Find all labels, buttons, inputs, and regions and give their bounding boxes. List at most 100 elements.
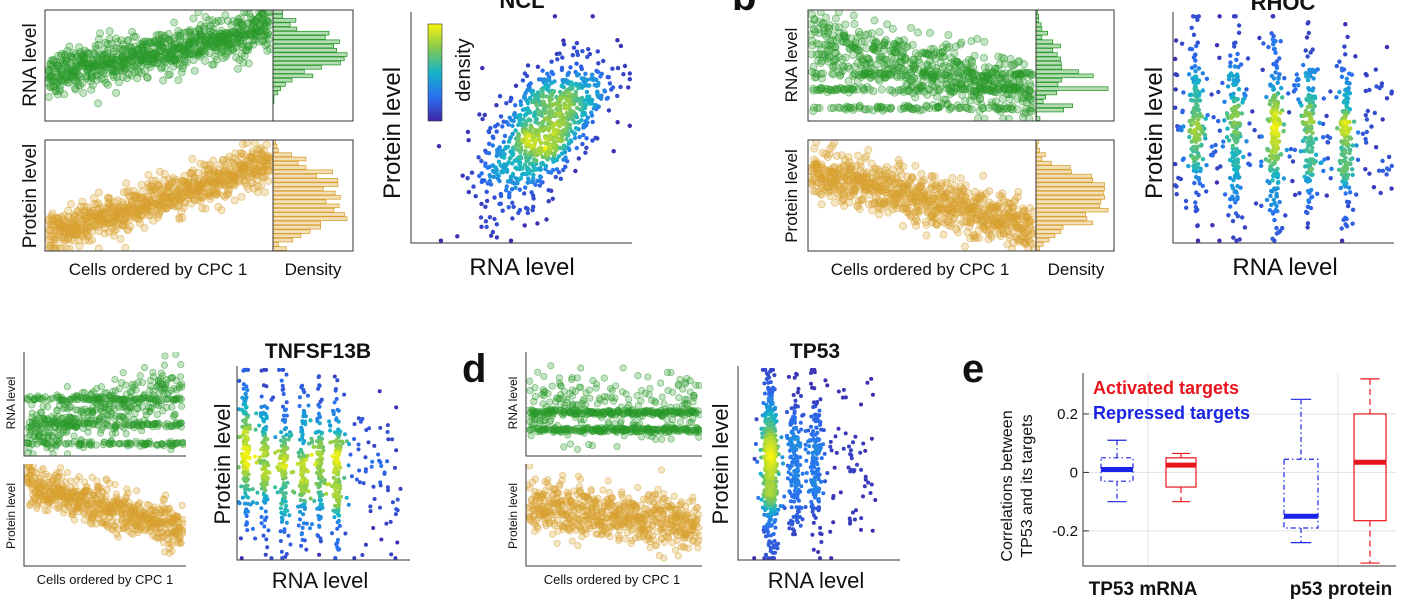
density-point (529, 125, 535, 130)
density-point (1292, 83, 1297, 88)
cell-point (855, 205, 864, 214)
density-point (1191, 107, 1197, 112)
density-point (1231, 136, 1237, 141)
density-point (584, 89, 590, 95)
density-point (525, 101, 531, 106)
cell-point (1000, 60, 1009, 69)
density-point (523, 122, 529, 128)
cell-point (183, 58, 191, 67)
cell-point (67, 199, 75, 208)
cell-point (111, 221, 120, 230)
cell-point (242, 140, 251, 148)
density-point (561, 42, 567, 47)
density-point (574, 40, 580, 46)
histogram-bar (1035, 233, 1056, 238)
cell-point (939, 230, 948, 239)
density-point (1278, 39, 1283, 44)
density-point (1204, 189, 1209, 194)
density-point (1307, 161, 1312, 166)
density-point (1355, 130, 1361, 135)
density-point (1230, 218, 1236, 224)
cell-point (862, 44, 871, 53)
density-point (1193, 89, 1198, 94)
density-point (1343, 22, 1348, 27)
density-point (1271, 46, 1277, 52)
density-point (490, 229, 496, 235)
density-point (1344, 166, 1350, 171)
cell-point (160, 63, 169, 72)
density-point (1343, 191, 1348, 196)
density-point (598, 74, 603, 79)
density-point (1173, 105, 1178, 110)
density-point (1348, 190, 1353, 195)
density-point (1307, 87, 1312, 92)
density-point (553, 174, 558, 180)
cell-point (230, 196, 239, 205)
panel-letter-b: b (732, 0, 756, 19)
cell-point (822, 13, 831, 22)
cell-point (164, 70, 173, 79)
histogram-bar (1035, 95, 1047, 100)
density-point (554, 167, 560, 172)
density-point (1288, 146, 1294, 152)
histogram-bar (1035, 152, 1046, 157)
density-point (565, 72, 570, 78)
density-point (465, 129, 471, 135)
density-point (1304, 97, 1309, 102)
density-point (507, 195, 512, 200)
density-point (471, 184, 476, 189)
density-point (1350, 143, 1356, 148)
density-point (1234, 146, 1239, 152)
cell-point (869, 87, 878, 96)
density-point (1271, 40, 1276, 45)
density-point (542, 101, 547, 107)
density-point (1241, 154, 1246, 160)
density-point (1305, 221, 1311, 226)
density-point (1274, 191, 1279, 197)
rhoc-protein-scatter (808, 140, 1036, 251)
cell-point (109, 231, 118, 240)
histogram-bar (272, 195, 341, 200)
density-point (546, 188, 551, 193)
cell-point (75, 242, 84, 251)
density-point (1344, 92, 1350, 97)
rhoc-rna-scatter (808, 10, 1036, 121)
density-point (1195, 238, 1201, 243)
density-point (584, 83, 590, 88)
density-point (476, 155, 481, 160)
cell-point (913, 28, 922, 37)
density-point (536, 121, 541, 126)
density-point (1210, 223, 1215, 228)
density-point (575, 73, 580, 78)
density-point (1240, 100, 1245, 105)
density-point (1215, 166, 1220, 171)
density-point (1344, 76, 1350, 82)
density-point (1287, 154, 1292, 159)
density-point (586, 47, 591, 52)
histogram-bar (1035, 220, 1094, 226)
density-point (1367, 87, 1372, 93)
density-point (534, 158, 539, 163)
density-point (1233, 211, 1239, 216)
cell-point (944, 31, 953, 40)
density-point (543, 136, 548, 141)
density-point (1230, 143, 1236, 149)
histogram-bar (272, 82, 286, 87)
density-point (1307, 67, 1312, 73)
cell-point (154, 31, 163, 39)
density-point (1190, 14, 1196, 19)
density-point (1304, 74, 1309, 79)
cell-point (170, 18, 179, 27)
panel-rhoc: b RNA level Protein level Cells ordered … (732, 0, 1395, 281)
density-point (508, 98, 513, 104)
density-point (1208, 152, 1214, 158)
density-point (1305, 54, 1310, 59)
rhoc-rna-ylabel: RNA level (782, 28, 801, 103)
density-point (1214, 43, 1220, 48)
cell-point (237, 192, 246, 201)
density-point (1384, 166, 1390, 171)
density-point (627, 71, 632, 76)
density-point (566, 97, 571, 102)
density-point (549, 59, 554, 64)
histogram-bar (1035, 237, 1050, 243)
